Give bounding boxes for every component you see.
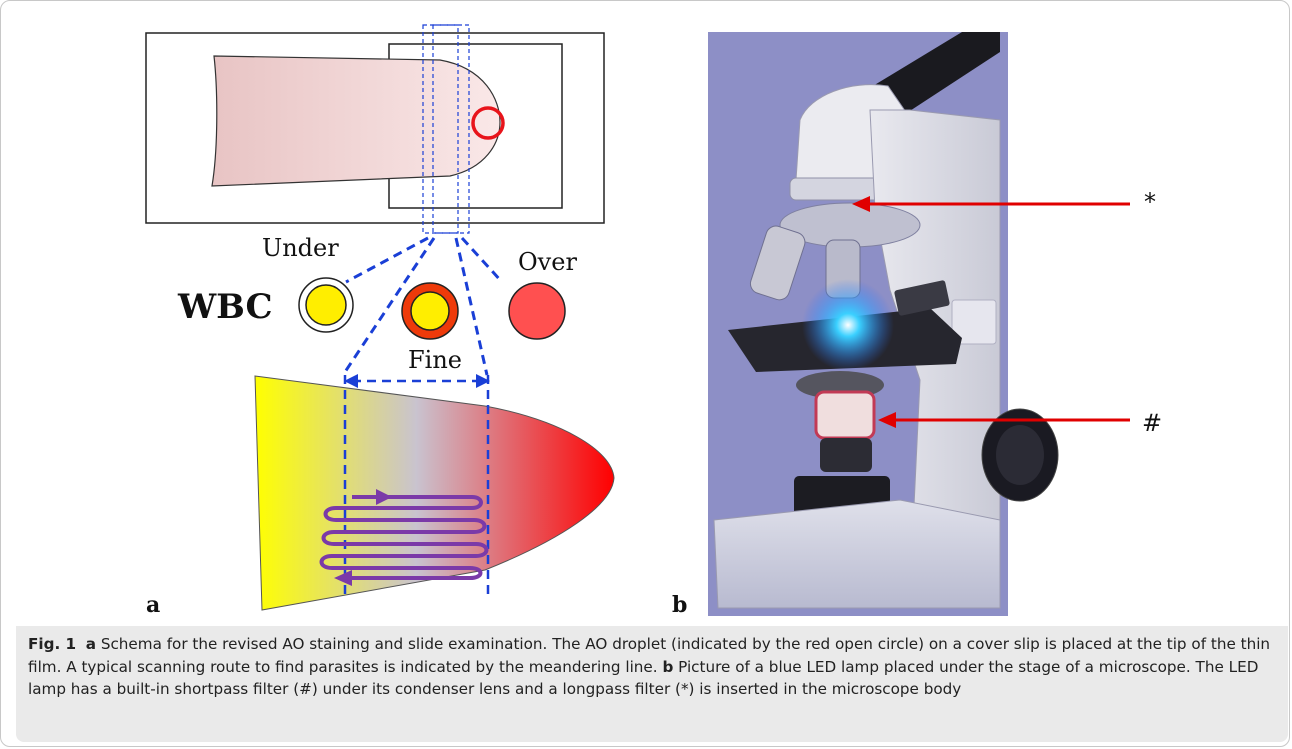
dash-line-under <box>345 236 429 284</box>
dash-line-over <box>460 236 504 284</box>
scan-route-line <box>319 495 489 580</box>
arrow-longpass-head <box>852 196 870 212</box>
wbc-under-cell <box>298 277 354 333</box>
label-under: Under <box>262 234 339 262</box>
panel-a-schema: Under Over WBC Fine a <box>0 0 700 620</box>
caption-a-text: Schema for the revised AO staining and s… <box>28 635 1271 676</box>
label-fine: Fine <box>408 346 462 374</box>
arrowhead-right <box>476 374 490 388</box>
enlarged-film-shape <box>254 375 615 611</box>
panel-b-letter: b <box>672 592 688 618</box>
objective-lens-1 <box>749 225 806 301</box>
ao-droplet-circle <box>471 106 505 140</box>
caption-a-label: a <box>85 635 96 653</box>
arm-panel <box>951 299 997 345</box>
arrow-shortpass-head <box>878 412 896 428</box>
coarse-knob-svg <box>981 408 1059 502</box>
caption-b-label: b <box>662 657 674 676</box>
label-over: Over <box>518 248 577 276</box>
led-glow <box>802 279 894 371</box>
panel-a-letter: a <box>146 592 161 618</box>
marker-longpass: * <box>1144 188 1156 216</box>
marker-shortpass: # <box>1142 409 1163 437</box>
caption-fig-label: Fig. 1 <box>28 635 77 653</box>
thin-film-shape <box>211 55 501 187</box>
schema-svg: Under Over WBC Fine <box>145 24 615 611</box>
figure-caption: Fig. 1 a Schema for the revised AO stain… <box>16 626 1288 742</box>
stage-clip <box>894 280 950 316</box>
lamp-lower-body <box>820 438 872 472</box>
scan-route-arrow-start <box>376 489 392 505</box>
microscope-photo-svg <box>708 32 1022 616</box>
dash-line-fine-left <box>341 237 436 376</box>
scan-route-arrow-end <box>334 570 352 586</box>
microscope-base <box>713 499 1001 609</box>
dash-line-fine-right <box>454 237 489 376</box>
label-wbc: WBC <box>177 287 273 327</box>
caption-b-text: Picture of a blue LED lamp placed under … <box>28 657 1259 699</box>
wbc-fine-cell <box>401 282 459 340</box>
annotation-arrows-svg <box>852 196 1130 428</box>
scan-column-inner <box>432 24 459 234</box>
panel-b-photo: * # b <box>672 0 1290 620</box>
arrowhead-left <box>344 374 358 388</box>
wbc-over-cell <box>508 282 566 340</box>
